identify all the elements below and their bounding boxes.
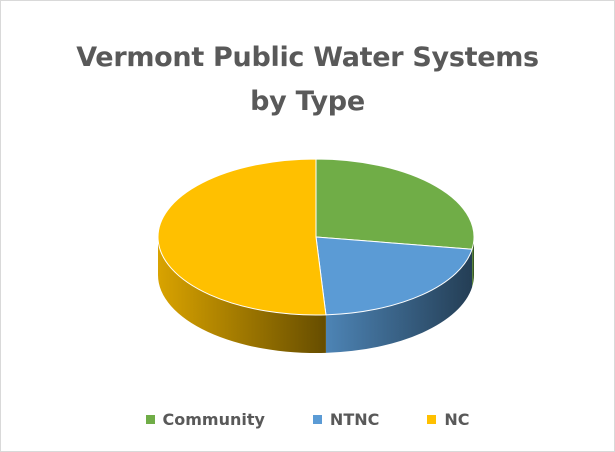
legend-swatch-community	[145, 415, 155, 424]
chart-title-line-1: Vermont Public Water Systems	[76, 42, 539, 73]
chart-title-line-2: by Type	[250, 86, 365, 117]
legend-label-nc: NC	[444, 410, 470, 429]
pie-slice-ntnc	[315, 236, 473, 316]
pie-slice-community	[315, 158, 475, 250]
pie-side-ntnc	[325, 249, 473, 353]
legend-label-ntnc: NTNC	[329, 410, 380, 429]
pie-side-nc	[158, 237, 326, 353]
legend-entry-community: Community	[145, 410, 265, 429]
pie-side-community	[472, 237, 474, 288]
legend-swatch-ntnc	[312, 415, 322, 424]
legend-label-community: Community	[162, 410, 265, 429]
pie-slice-nc	[157, 158, 327, 316]
pie-tops	[157, 158, 475, 316]
legend-entry-nc: NC	[427, 410, 470, 429]
pie-sides	[158, 237, 474, 353]
chart-title: Vermont Public Water Systems by Type	[0, 36, 615, 124]
legend-entry-ntnc: NTNC	[312, 410, 380, 429]
legend-swatch-nc	[427, 415, 437, 424]
legend: Community NTNC NC	[0, 410, 615, 429]
